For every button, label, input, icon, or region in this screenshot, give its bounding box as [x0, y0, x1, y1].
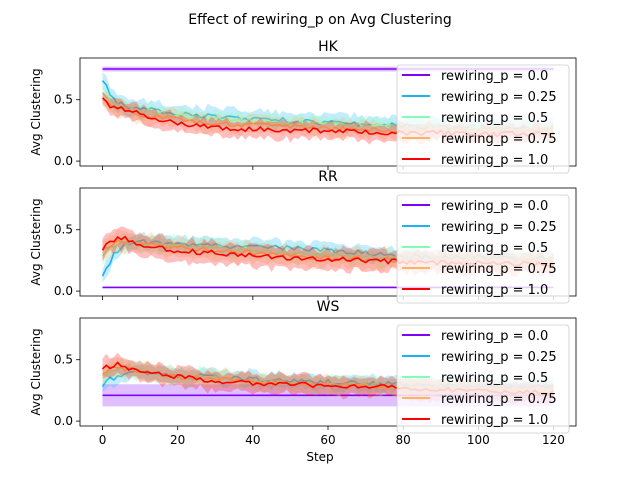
legend-entry-label: rewiring_p = 0.5 [441, 111, 548, 126]
y-tick-label: 0.5 [54, 93, 73, 107]
legend-entry-label: rewiring_p = 1.0 [441, 413, 548, 428]
x-tick-label: 120 [542, 433, 565, 447]
legend-entry-label: rewiring_p = 0.75 [441, 262, 557, 277]
x-axis-label: Step [306, 450, 333, 464]
y-axis-label: Avg Clustering [29, 68, 43, 155]
legend-entry-label: rewiring_p = 0.75 [441, 392, 557, 407]
legend-entry-label: rewiring_p = 1.0 [441, 283, 548, 298]
x-tick-label: 60 [320, 433, 335, 447]
legend-entry-label: rewiring_p = 0.5 [441, 241, 548, 256]
legend: rewiring_p = 0.0 rewiring_p = 0.25 rewirin… [396, 324, 570, 434]
legend-entry-label: rewiring_p = 0.75 [441, 132, 557, 147]
legend-entry-label: rewiring_p = 0.25 [441, 350, 557, 365]
legend-entry-label: rewiring_p = 0.0 [441, 199, 548, 214]
y-tick-label: 0.0 [54, 284, 73, 298]
legend: rewiring_p = 0.0 rewiring_p = 0.25 rewirin… [396, 194, 570, 304]
legend-entry-label: rewiring_p = 0.0 [441, 69, 548, 84]
legend-box [396, 194, 570, 304]
x-tick-label: 80 [396, 433, 411, 447]
figure-title: Effect of rewiring_p on Avg Clustering [188, 12, 451, 28]
y-tick-label: 0.5 [54, 223, 73, 237]
x-tick-label: 0 [99, 433, 107, 447]
y-tick-label: 0.0 [54, 414, 73, 428]
subplot-title: WS [317, 299, 340, 315]
x-tick-label: 20 [170, 433, 185, 447]
x-tick-label: 40 [245, 433, 260, 447]
legend-box [396, 64, 570, 174]
legend-entry-label: rewiring_p = 1.0 [441, 153, 548, 168]
subplot-title: HK [318, 39, 339, 55]
y-tick-label: 0.0 [54, 154, 73, 168]
subplot-title: RR [318, 169, 338, 185]
legend-box [396, 324, 570, 434]
legend-entry-label: rewiring_p = 0.0 [441, 329, 548, 344]
y-axis-label: Avg Clustering [29, 198, 43, 285]
legend: rewiring_p = 0.0 rewiring_p = 0.25 rewirin… [396, 64, 570, 174]
y-tick-label: 0.5 [54, 353, 73, 367]
x-tick-label: 100 [467, 433, 490, 447]
subplot-ws: WS 0.0 0.5 0 20 40 60 80 100 120 Avg Clustering rew… [29, 299, 577, 447]
legend-entry-label: rewiring_p = 0.25 [441, 220, 557, 235]
legend-entry-label: rewiring_p = 0.5 [441, 371, 548, 386]
y-axis-label: Avg Clustering [29, 328, 43, 415]
legend-entry-label: rewiring_p = 0.25 [441, 90, 557, 105]
